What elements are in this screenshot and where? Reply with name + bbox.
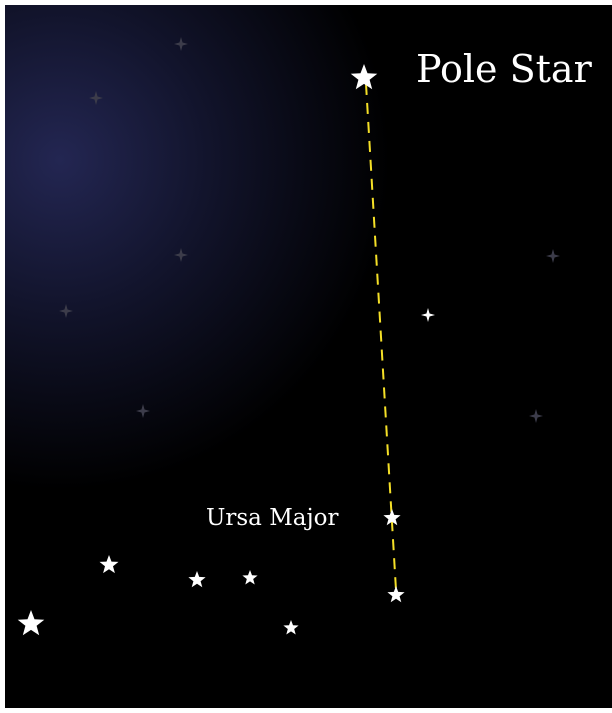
sky-diagram: Pole Star Ursa Major bbox=[0, 0, 612, 713]
ursa-major-label: Ursa Major bbox=[206, 505, 338, 531]
sky-glow bbox=[5, 5, 612, 708]
page: Pole Star Ursa Major (() => { const data… bbox=[0, 0, 612, 713]
pole-star-label: Pole Star bbox=[416, 47, 593, 91]
